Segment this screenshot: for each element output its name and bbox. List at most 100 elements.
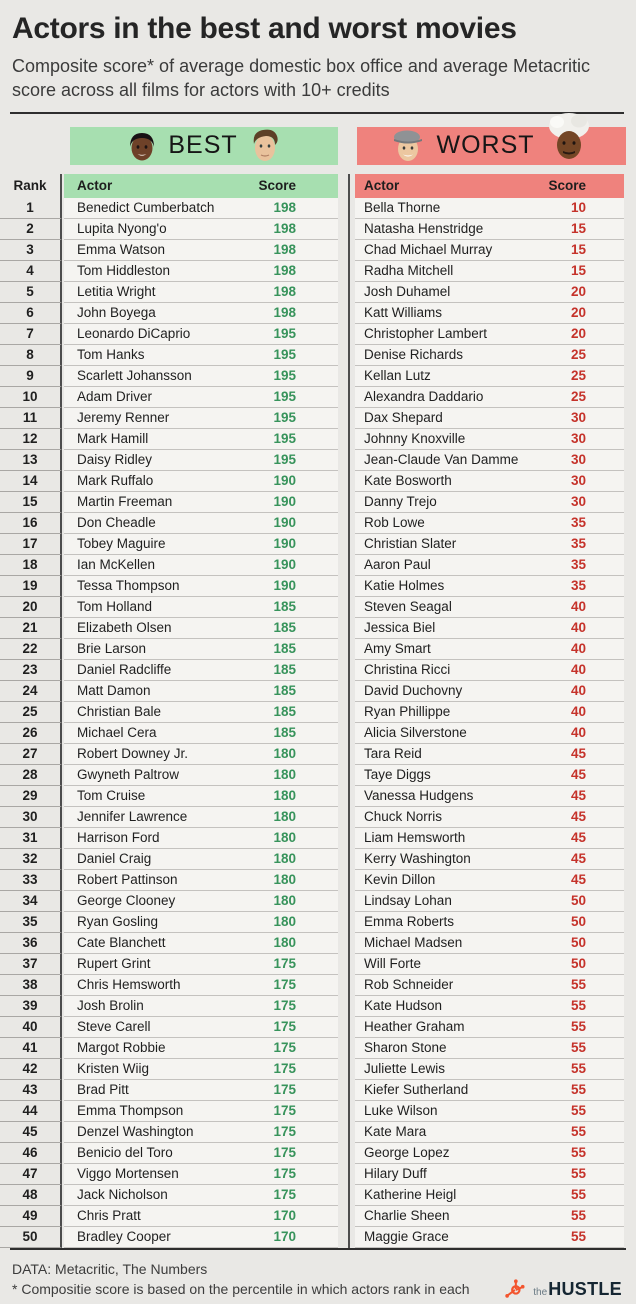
row-divider xyxy=(338,512,350,534)
table-row: 29 Tom Cruise 180 Vanessa Hudgens 45 xyxy=(0,785,636,807)
table-row: 6 John Boyega 198 Katt Williams 20 xyxy=(0,302,636,324)
best-actor-score: 180 xyxy=(273,808,296,824)
rank-column-header: Rank xyxy=(0,173,62,198)
best-cell: Adam Driver 195 xyxy=(64,386,338,408)
worst-cell: Steven Seagal 40 xyxy=(355,596,624,618)
row-divider xyxy=(338,491,350,513)
brand-name: HUSTLE xyxy=(548,1278,622,1299)
worst-actor-score: 55 xyxy=(570,1060,586,1076)
best-cell: Mark Hamill 195 xyxy=(64,428,338,450)
rank-cell: 31 xyxy=(0,827,62,849)
row-divider xyxy=(338,323,350,345)
worst-actor-name: Katt Williams xyxy=(364,304,443,320)
best-actor-name: Josh Brolin xyxy=(77,997,144,1013)
best-actor-name: Tom Hanks xyxy=(77,346,145,362)
best-cell: Emma Thompson 175 xyxy=(64,1100,338,1122)
best-actor-name: Jennifer Lawrence xyxy=(77,808,188,824)
best-actor-name: Steve Carell xyxy=(77,1018,151,1034)
worst-cell: Heather Graham 55 xyxy=(355,1016,624,1038)
worst-actor-score: 45 xyxy=(570,745,586,761)
best-cell: Elizabeth Olsen 185 xyxy=(64,617,338,639)
worst-actor-name: Chad Michael Murray xyxy=(364,241,493,257)
best-actor-name: Tessa Thompson xyxy=(77,577,180,593)
worst-actor-score: 25 xyxy=(570,367,586,383)
row-divider xyxy=(338,1016,350,1038)
rank-cell: 9 xyxy=(0,365,62,387)
best-actor-name: Letitia Wright xyxy=(77,283,156,299)
rank-cell: 36 xyxy=(0,932,62,954)
worst-actor-name: Hilary Duff xyxy=(364,1165,427,1181)
worst-actor-score: 40 xyxy=(570,640,586,656)
worst-actor-name: Kevin Dillon xyxy=(364,871,436,887)
table-row: 21 Elizabeth Olsen 185 Jessica Biel 40 xyxy=(0,617,636,639)
worst-cell: Chad Michael Murray 15 xyxy=(355,239,624,261)
worst-actor-score: 25 xyxy=(570,346,586,362)
worst-actor-name: Kerry Washington xyxy=(364,850,471,866)
best-actor-score: 175 xyxy=(273,1018,296,1034)
best-actor-score: 175 xyxy=(273,997,296,1013)
best-actor-name: Margot Robbie xyxy=(77,1039,166,1055)
best-actor-score: 190 xyxy=(273,556,296,572)
worst-cell: Radha Mitchell 15 xyxy=(355,260,624,282)
best-cell: Bradley Cooper 170 xyxy=(64,1226,338,1248)
worst-actor-name: Juliette Lewis xyxy=(364,1060,446,1076)
table-row: 2 Lupita Nyong'o 198 Natasha Henstridge … xyxy=(0,218,636,240)
best-cell: Viggo Mortensen 175 xyxy=(64,1163,338,1185)
best-cell: Benedict Cumberbatch 198 xyxy=(64,197,338,219)
rank-cell: 24 xyxy=(0,680,62,702)
best-actor-name: Rupert Grint xyxy=(77,955,151,971)
table-row: 4 Tom Hiddleston 198 Radha Mitchell 15 xyxy=(0,260,636,282)
worst-actor-score: 55 xyxy=(570,997,586,1013)
worst-actor-score: 45 xyxy=(570,808,586,824)
rank-cell: 16 xyxy=(0,512,62,534)
rank-cell: 50 xyxy=(0,1226,62,1248)
worst-actor-score: 40 xyxy=(570,724,586,740)
rank-cell: 30 xyxy=(0,806,62,828)
best-actor-score: 185 xyxy=(273,640,296,656)
best-cell: Leonardo DiCaprio 195 xyxy=(64,323,338,345)
rank-cell: 27 xyxy=(0,743,62,765)
row-divider xyxy=(338,554,350,576)
best-actor-name: Emma Watson xyxy=(77,241,166,257)
worst-actor-score: 20 xyxy=(570,304,586,320)
best-actor-name: Don Cheadle xyxy=(77,514,156,530)
worst-actor-name: Maggie Grace xyxy=(364,1228,449,1244)
row-divider xyxy=(338,449,350,471)
best-cell: Rupert Grint 175 xyxy=(64,953,338,975)
table-row: 14 Mark Ruffalo 190 Kate Bosworth 30 xyxy=(0,470,636,492)
best-actor-score: 198 xyxy=(273,283,296,299)
best-actor-name: Leonardo DiCaprio xyxy=(77,325,191,341)
worst-cell: Denise Richards 25 xyxy=(355,344,624,366)
best-actor-name: Benedict Cumberbatch xyxy=(77,199,215,215)
rank-cell: 22 xyxy=(0,638,62,660)
best-cell: Benicio del Toro 175 xyxy=(64,1142,338,1164)
best-actor-score: 175 xyxy=(273,1039,296,1055)
table-row: 28 Gwyneth Paltrow 180 Taye Diggs 45 xyxy=(0,764,636,786)
best-actor-name: Bradley Cooper xyxy=(77,1228,171,1244)
table-row: 18 Ian McKellen 190 Aaron Paul 35 xyxy=(0,554,636,576)
best-actor-name: Denzel Washington xyxy=(77,1123,194,1139)
best-actor-name: Tobey Maguire xyxy=(77,535,166,551)
worst-actor-name: Steven Seagal xyxy=(364,598,452,614)
worst-actor-name: Taye Diggs xyxy=(364,766,431,782)
worst-cell: Emma Roberts 50 xyxy=(355,911,624,933)
table-row: 30 Jennifer Lawrence 180 Chuck Norris 45 xyxy=(0,806,636,828)
worst-actor-name: Josh Duhamel xyxy=(364,283,451,299)
table-row: 42 Kristen Wiig 175 Juliette Lewis 55 xyxy=(0,1058,636,1080)
rank-cell: 17 xyxy=(0,533,62,555)
row-divider xyxy=(338,911,350,933)
table-bottom-line xyxy=(10,1247,626,1250)
best-actor-name: Mark Hamill xyxy=(77,430,149,446)
table-row: 32 Daniel Craig 180 Kerry Washington 45 xyxy=(0,848,636,870)
best-actor-name: Robert Pattinson xyxy=(77,871,178,887)
best-actor-name: Lupita Nyong'o xyxy=(77,220,167,236)
best-cell: Daisy Ridley 195 xyxy=(64,449,338,471)
worst-actor-name: Dax Shepard xyxy=(364,409,443,425)
best-cell: Chris Hemsworth 175 xyxy=(64,974,338,996)
table-row: 1 Benedict Cumberbatch 198 Bella Thorne … xyxy=(0,197,636,219)
best-actor-score: 175 xyxy=(273,1186,296,1202)
best-cell: Jeremy Renner 195 xyxy=(64,407,338,429)
rank-cell: 41 xyxy=(0,1037,62,1059)
worst-actor-score: 55 xyxy=(570,1228,586,1244)
worst-actor-score: 50 xyxy=(570,955,586,971)
